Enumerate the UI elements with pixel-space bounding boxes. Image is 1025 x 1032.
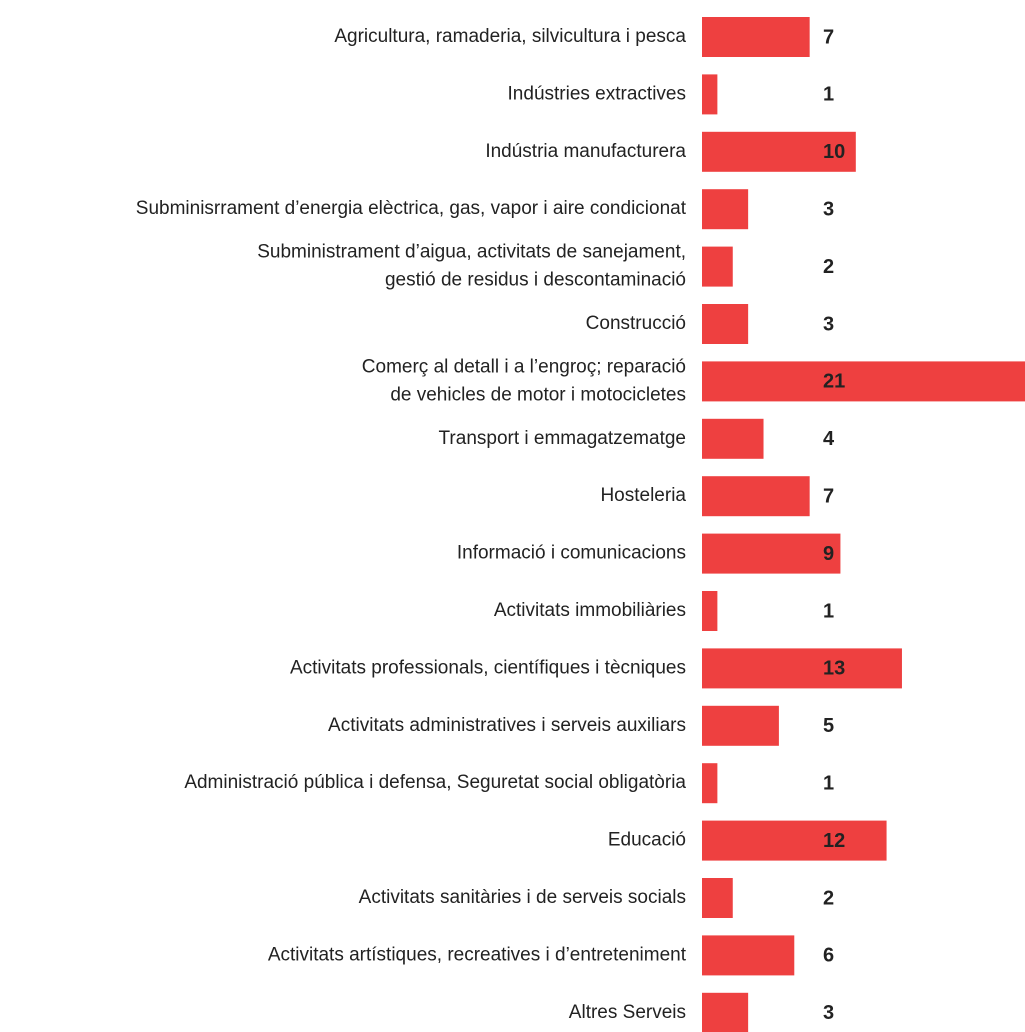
category-label: Informació i comunicacions — [457, 543, 686, 564]
category-label: Indústria manufacturera — [485, 141, 686, 162]
value-label: 3 — [823, 198, 834, 220]
category-label: Hosteleria — [600, 485, 686, 506]
category-label: Comerç al detall i a l’engroç; reparació — [362, 356, 686, 377]
value-label: 9 — [823, 543, 834, 565]
value-label: 7 — [823, 26, 834, 48]
bar — [702, 476, 810, 517]
bar — [702, 304, 749, 344]
category-label: Indústries extractives — [508, 83, 686, 104]
value-label: 7 — [823, 485, 834, 507]
value-label: 2 — [823, 256, 834, 278]
category-label: Administració pública i defensa, Seguret… — [184, 772, 686, 793]
bar — [702, 74, 718, 115]
value-label: 6 — [823, 945, 834, 967]
bar — [702, 131, 856, 172]
bar — [702, 418, 764, 459]
bar — [702, 361, 1025, 402]
value-label: 10 — [823, 141, 845, 163]
category-label: Construcció — [586, 313, 686, 334]
category-label: Subminisrrament d’energia elèctrica, gas… — [136, 198, 687, 219]
bar — [702, 705, 779, 746]
category-label: Activitats administratives i serveis aux… — [328, 715, 686, 736]
category-label: Subministrament d’aigua, activitats de s… — [257, 242, 686, 263]
value-label: 1 — [823, 84, 834, 106]
bar — [702, 935, 795, 976]
bar — [702, 763, 718, 804]
value-label: 5 — [823, 715, 834, 737]
bar — [702, 992, 749, 1032]
value-label: 12 — [823, 830, 845, 852]
category-label: gestió de residus i descontaminació — [385, 270, 686, 291]
value-label: 2 — [823, 887, 834, 909]
bar — [702, 533, 841, 574]
category-label: Activitats immobiliàries — [494, 600, 686, 621]
bar — [702, 17, 810, 57]
bar — [702, 820, 887, 861]
value-label: 13 — [823, 658, 845, 680]
value-label: 1 — [823, 600, 834, 622]
bar — [702, 878, 733, 918]
value-label: 1 — [823, 772, 834, 794]
bar — [702, 189, 749, 230]
category-label: Agricultura, ramaderia, silvicultura i p… — [334, 26, 686, 47]
bar — [702, 648, 902, 689]
value-label: 4 — [823, 428, 835, 450]
category-label: Altres Serveis — [569, 1002, 686, 1023]
category-label: Activitats sanitàries i de serveis socia… — [359, 887, 686, 908]
category-label: Activitats artístiques, recreatives i d’… — [268, 944, 687, 965]
category-label: de vehicles de motor i motocicletes — [390, 384, 686, 405]
category-label: Educació — [608, 830, 686, 851]
bar — [702, 246, 733, 287]
bar — [702, 591, 718, 631]
value-label: 3 — [823, 313, 834, 335]
value-label: 21 — [823, 371, 845, 393]
category-label: Activitats professionals, científiques i… — [290, 657, 686, 678]
category-label: Transport i emmagatzematge — [439, 428, 686, 449]
value-label: 3 — [823, 1002, 834, 1024]
